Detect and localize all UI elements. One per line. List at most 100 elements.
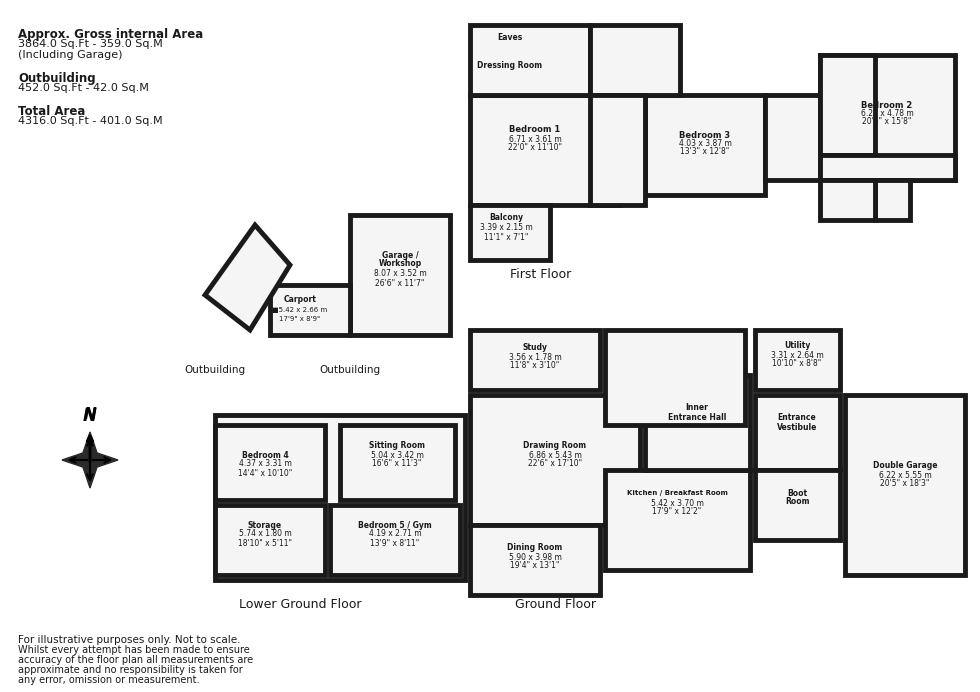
Text: Whilst every attempt has been made to ensure: Whilst every attempt has been made to en… [18, 645, 250, 655]
Text: 22'0" x 11'10": 22'0" x 11'10" [508, 143, 562, 152]
Text: 16'6" x 11'3": 16'6" x 11'3" [372, 459, 421, 468]
Text: Outbuilding: Outbuilding [319, 365, 380, 375]
Text: 11'8" x 3'10": 11'8" x 3'10" [511, 361, 560, 370]
Text: Storage: Storage [248, 520, 282, 529]
Polygon shape [62, 432, 118, 488]
Text: 3.31 x 2.64 m: 3.31 x 2.64 m [770, 351, 823, 360]
Text: 3864.0 Sq.Ft - 359.0 Sq.M: 3864.0 Sq.Ft - 359.0 Sq.M [18, 39, 163, 49]
Text: First Floor: First Floor [510, 268, 571, 282]
Bar [820, 55, 875, 155]
Bar [470, 205, 550, 260]
Polygon shape [205, 225, 290, 330]
Text: Eaves: Eaves [498, 33, 522, 42]
Bar [765, 95, 820, 180]
Text: 20'5" x 18'3": 20'5" x 18'3" [880, 480, 930, 489]
Text: Drawing Room: Drawing Room [523, 441, 587, 450]
Text: 3.39 x 2.15 m: 3.39 x 2.15 m [479, 224, 532, 233]
Text: Dining Room: Dining Room [508, 543, 563, 552]
Text: Garage /: Garage / [381, 251, 418, 260]
Text: 19'4" x 13'1": 19'4" x 13'1" [511, 561, 560, 570]
Text: 4.03 x 3.87 m: 4.03 x 3.87 m [678, 140, 731, 149]
Text: Entrance: Entrance [777, 414, 816, 423]
Bar [470, 525, 600, 595]
Text: Ground Floor: Ground Floor [514, 599, 596, 612]
Text: Utility: Utility [784, 340, 810, 349]
Bar [470, 330, 600, 390]
Text: Entrance Hall: Entrance Hall [667, 414, 726, 423]
Text: 5.42 x 3.70 m: 5.42 x 3.70 m [651, 498, 704, 507]
Bar [820, 155, 955, 180]
Text: 17'9" x 12'2": 17'9" x 12'2" [653, 507, 702, 516]
Text: 4316.0 Sq.Ft - 401.0 Sq.M: 4316.0 Sq.Ft - 401.0 Sq.M [18, 116, 163, 126]
Bar [330, 505, 460, 575]
Text: 4.37 x 3.31 m: 4.37 x 3.31 m [238, 459, 291, 468]
Text: 20'6" x 15'8": 20'6" x 15'8" [862, 118, 911, 127]
Text: Bedroom 1: Bedroom 1 [510, 125, 561, 134]
Text: 5.04 x 3.42 m: 5.04 x 3.42 m [370, 450, 423, 459]
Bar [470, 25, 590, 95]
Text: 17'9" x 8'9": 17'9" x 8'9" [279, 316, 320, 322]
Bar [590, 25, 680, 95]
Bar [875, 180, 910, 220]
Text: Outbuilding: Outbuilding [18, 72, 96, 85]
Text: Bedroom 3: Bedroom 3 [679, 131, 730, 140]
Text: 14'4" x 10'10": 14'4" x 10'10" [238, 468, 292, 477]
Bar [605, 330, 745, 425]
Text: N: N [83, 407, 96, 422]
Bar [340, 425, 455, 500]
Text: 452.0 Sq.Ft - 42.0 Sq.M: 452.0 Sq.Ft - 42.0 Sq.M [18, 83, 149, 93]
Text: Carport: Carport [283, 295, 317, 304]
Text: Sitting Room: Sitting Room [369, 441, 425, 450]
Bar [605, 470, 750, 570]
Text: Boot: Boot [787, 489, 808, 498]
Bar [270, 285, 350, 335]
Text: Workshop: Workshop [378, 260, 421, 268]
Bar [755, 470, 840, 540]
Bar [215, 505, 325, 575]
Text: (Including Garage): (Including Garage) [18, 50, 122, 60]
Text: Approx. Gross internal Area: Approx. Gross internal Area [18, 28, 203, 41]
Bar [845, 395, 965, 575]
Text: Double Garage: Double Garage [873, 460, 937, 469]
Bar [645, 375, 750, 470]
Bar [820, 180, 875, 220]
Text: 6.22 x 5.55 m: 6.22 x 5.55 m [879, 471, 931, 480]
Text: 8.07 x 3.52 m: 8.07 x 3.52 m [373, 269, 426, 278]
Text: Lower Ground Floor: Lower Ground Floor [239, 599, 362, 612]
Text: 4.19 x 2.71 m: 4.19 x 2.71 m [368, 529, 421, 538]
Text: Vestibule: Vestibule [777, 424, 817, 432]
Text: Bedroom 4: Bedroom 4 [242, 450, 288, 459]
Bar [590, 95, 645, 205]
Text: approximate and no responsibility is taken for: approximate and no responsibility is tak… [18, 665, 243, 675]
Text: Bedroom 5 / Gym: Bedroom 5 / Gym [358, 520, 432, 529]
Bar [215, 415, 465, 580]
Text: 5.74 x 1.80 m: 5.74 x 1.80 m [238, 529, 291, 538]
Text: Total Area: Total Area [18, 105, 85, 118]
Bar [755, 395, 840, 470]
Text: 13'3" x 12'8": 13'3" x 12'8" [680, 147, 730, 156]
Text: Kitchen / Breakfast Room: Kitchen / Breakfast Room [626, 490, 727, 496]
Text: Bedroom 2: Bedroom 2 [861, 100, 912, 109]
Text: Outbuilding: Outbuilding [184, 365, 246, 375]
Bar [820, 55, 955, 180]
Text: Study: Study [522, 343, 548, 352]
Text: 6.71 x 3.61 m: 6.71 x 3.61 m [509, 134, 562, 143]
Text: Inner: Inner [686, 403, 709, 412]
Text: 5.90 x 3.98 m: 5.90 x 3.98 m [509, 552, 562, 561]
Text: 6.86 x 5.43 m: 6.86 x 5.43 m [528, 450, 581, 459]
Text: ■5.42 x 2.66 m: ■5.42 x 2.66 m [272, 307, 327, 313]
Text: For illustrative purposes only. Not to scale.: For illustrative purposes only. Not to s… [18, 635, 240, 645]
Text: Room: Room [785, 498, 809, 507]
Bar [215, 425, 325, 500]
Text: 22'6" x 17'10": 22'6" x 17'10" [528, 459, 582, 468]
Bar [755, 330, 840, 390]
Text: Balcony: Balcony [489, 214, 523, 223]
Text: any error, omission or measurement.: any error, omission or measurement. [18, 675, 200, 685]
Text: 6.24 x 4.78 m: 6.24 x 4.78 m [860, 109, 913, 118]
Bar [470, 395, 640, 525]
Text: accuracy of the floor plan all measurements are: accuracy of the floor plan all measureme… [18, 655, 253, 665]
Text: N: N [83, 407, 97, 425]
Text: 10'10" x 8'8": 10'10" x 8'8" [772, 360, 821, 369]
Text: 26'6" x 11'7": 26'6" x 11'7" [375, 278, 424, 287]
Bar [470, 95, 620, 205]
